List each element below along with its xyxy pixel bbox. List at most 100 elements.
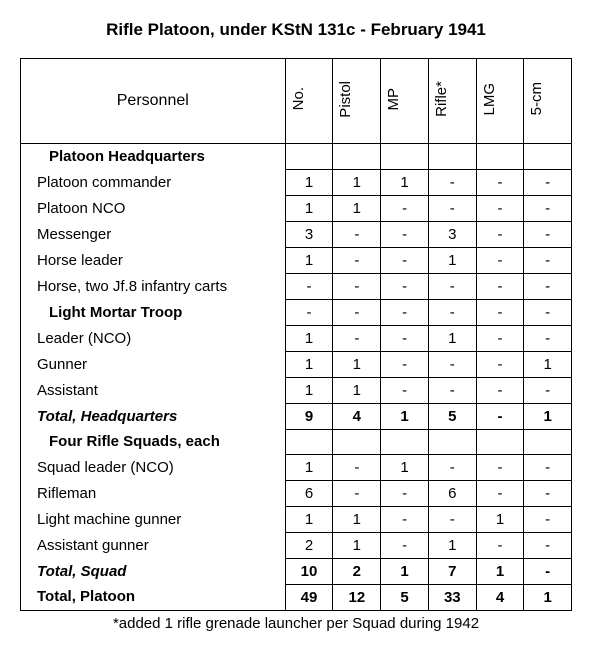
row-label: Light Mortar Troop	[21, 299, 286, 325]
cell: -	[381, 377, 429, 403]
cell: -	[476, 454, 524, 480]
cell: -	[476, 195, 524, 221]
cell: -	[524, 325, 572, 351]
cell: 1	[285, 325, 333, 351]
cell: -	[524, 273, 572, 299]
cell: -	[524, 532, 572, 558]
row-label: Messenger	[21, 221, 286, 247]
row-label: Platoon NCO	[21, 195, 286, 221]
header-row: Personnel No. Pistol MP Rifle* LMG 5-cm	[21, 59, 572, 144]
cell: 1	[524, 351, 572, 377]
cell: -	[524, 195, 572, 221]
cell: 3	[428, 221, 476, 247]
cell: 4	[333, 403, 381, 429]
cell: 1	[524, 403, 572, 429]
cell: 1	[428, 532, 476, 558]
cell	[428, 144, 476, 170]
row-label: Light machine gunner	[21, 506, 286, 532]
cell: -	[381, 299, 429, 325]
cell	[476, 429, 524, 454]
table-row: Leader (NCO)1--1--	[21, 325, 572, 351]
cell: 1	[428, 325, 476, 351]
row-label: Assistant	[21, 377, 286, 403]
cell: -	[476, 351, 524, 377]
row-label: Assistant gunner	[21, 532, 286, 558]
table-row: Total, Platoon491253341	[21, 584, 572, 610]
cell: -	[476, 532, 524, 558]
cell: 1	[333, 351, 381, 377]
org-table: Personnel No. Pistol MP Rifle* LMG 5-cm …	[20, 58, 572, 611]
cell: 1	[285, 195, 333, 221]
cell: -	[381, 247, 429, 273]
cell: -	[524, 247, 572, 273]
cell: 1	[476, 506, 524, 532]
cell: 12	[333, 584, 381, 610]
col-5cm: 5-cm	[524, 59, 572, 144]
table-row: Total, Headquarters9415-1	[21, 403, 572, 429]
cell: -	[285, 299, 333, 325]
cell: -	[428, 454, 476, 480]
col-lmg: LMG	[476, 59, 524, 144]
row-label: Total, Platoon	[21, 584, 286, 610]
cell: -	[428, 169, 476, 195]
cell: 1	[428, 247, 476, 273]
cell: -	[333, 221, 381, 247]
cell: -	[333, 480, 381, 506]
cell: 33	[428, 584, 476, 610]
table-row: Horse leader1--1--	[21, 247, 572, 273]
row-label: Leader (NCO)	[21, 325, 286, 351]
row-label: Total, Squad	[21, 558, 286, 584]
cell: -	[333, 454, 381, 480]
cell: -	[524, 506, 572, 532]
cell: -	[476, 480, 524, 506]
cell: -	[476, 299, 524, 325]
table-row: Platoon commander111---	[21, 169, 572, 195]
cell: 1	[476, 558, 524, 584]
cell: -	[285, 273, 333, 299]
cell: -	[333, 273, 381, 299]
col-rifle: Rifle*	[428, 59, 476, 144]
cell: 6	[428, 480, 476, 506]
cell: -	[476, 247, 524, 273]
table-row: Total, Squad102171-	[21, 558, 572, 584]
cell: -	[476, 377, 524, 403]
table-row: Horse, two Jf.8 infantry carts------	[21, 273, 572, 299]
cell: -	[381, 480, 429, 506]
table-row: Platoon NCO11----	[21, 195, 572, 221]
cell: -	[428, 377, 476, 403]
table-row: Assistant11----	[21, 377, 572, 403]
cell	[476, 144, 524, 170]
cell: -	[524, 454, 572, 480]
cell: 1	[333, 169, 381, 195]
row-label: Gunner	[21, 351, 286, 377]
cell: -	[428, 506, 476, 532]
cell: -	[428, 195, 476, 221]
cell: -	[524, 377, 572, 403]
table-row: Gunner11---1	[21, 351, 572, 377]
row-label: Rifleman	[21, 480, 286, 506]
cell: 10	[285, 558, 333, 584]
cell: 1	[381, 403, 429, 429]
cell: -	[524, 558, 572, 584]
cell: 7	[428, 558, 476, 584]
cell: -	[524, 221, 572, 247]
cell	[285, 144, 333, 170]
table-row: Light Mortar Troop------	[21, 299, 572, 325]
cell: 2	[285, 532, 333, 558]
cell: -	[381, 195, 429, 221]
table-row: Assistant gunner21-1--	[21, 532, 572, 558]
col-pistol: Pistol	[333, 59, 381, 144]
cell	[381, 429, 429, 454]
col-mp: MP	[381, 59, 429, 144]
row-label: Squad leader (NCO)	[21, 454, 286, 480]
cell: -	[381, 506, 429, 532]
cell: -	[381, 221, 429, 247]
page-title: Rifle Platoon, under KStN 131c - Februar…	[20, 20, 572, 40]
cell: -	[381, 325, 429, 351]
table-row: Squad leader (NCO)1-1---	[21, 454, 572, 480]
cell: 1	[285, 454, 333, 480]
cell	[333, 429, 381, 454]
cell	[524, 144, 572, 170]
cell: 49	[285, 584, 333, 610]
cell: 1	[285, 506, 333, 532]
